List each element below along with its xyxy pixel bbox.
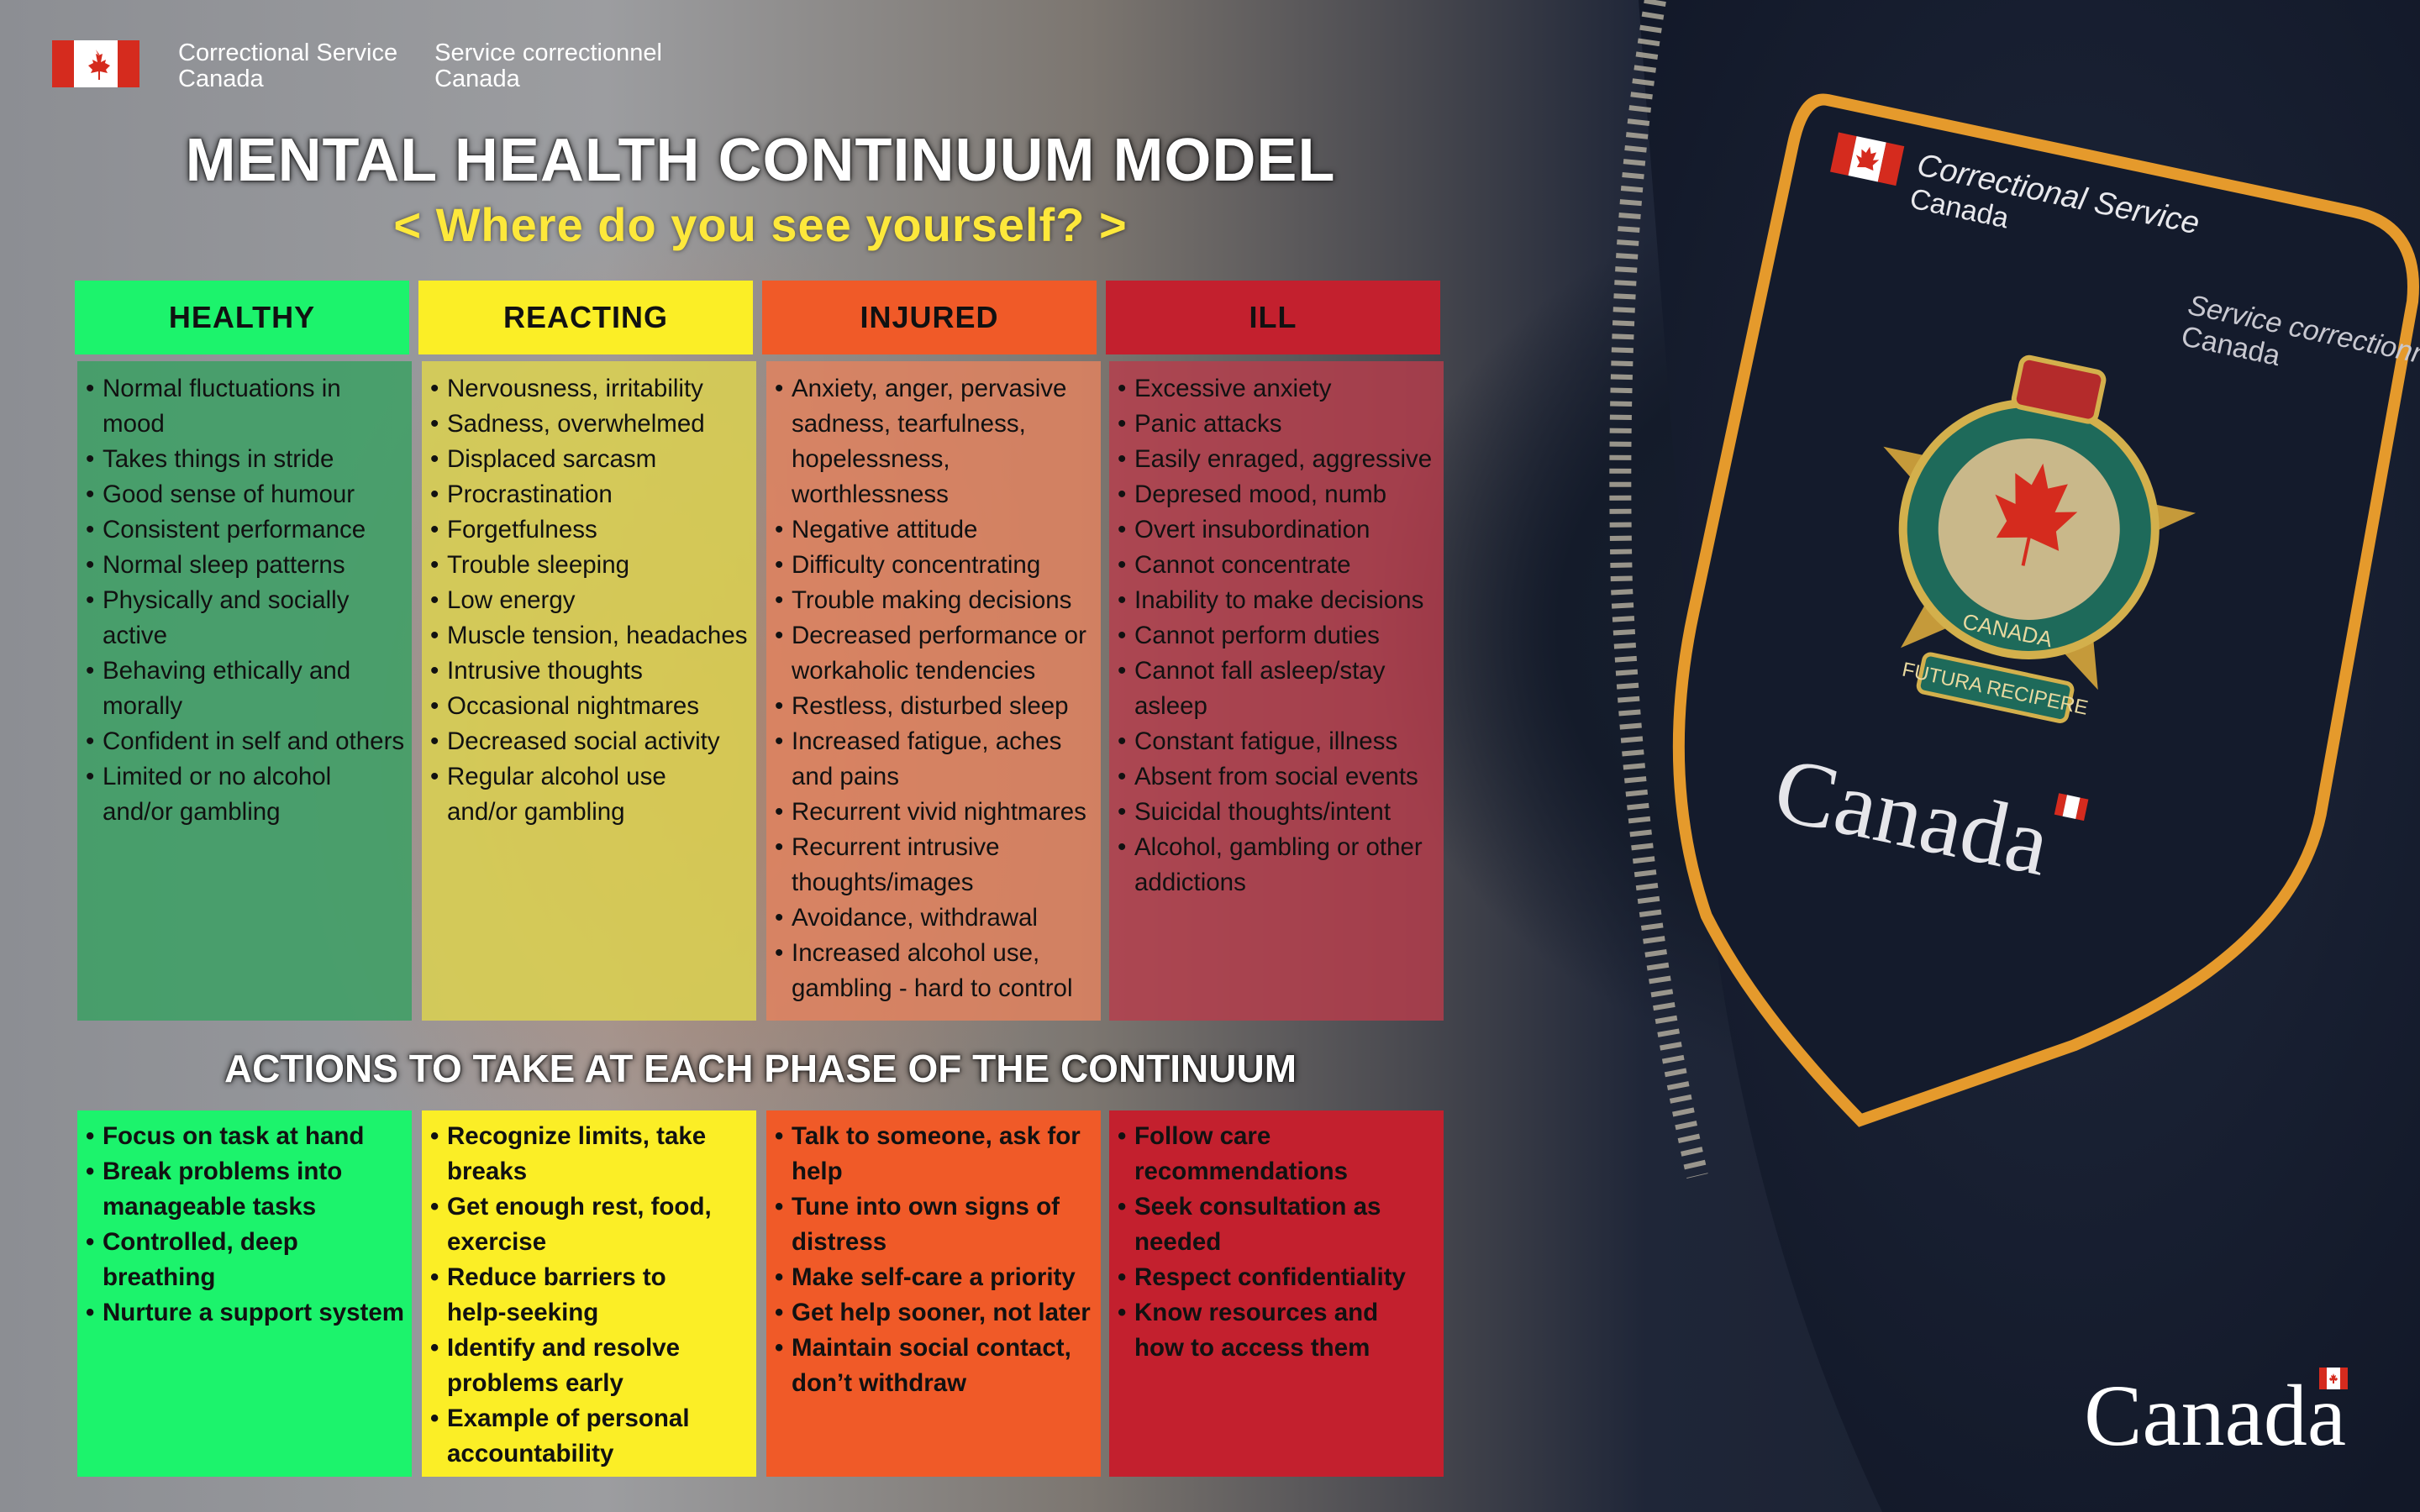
symptom-item: Overt insubordination [1113,512,1444,548]
action-item: Get enough rest, food, exercise [425,1189,756,1260]
symptom-item: Consistent performance [81,512,412,548]
page-subtitle: < Where do you see yourself? > [393,198,1128,251]
action-item: Controlled, deep breathing [81,1225,412,1295]
symptom-item: Suicidal thoughts/intent [1113,795,1444,830]
symptom-item: Recurrent intrusive thoughts/images [770,830,1101,900]
actions-panel-healthy: Focus on task at handBreak problems into… [77,1110,412,1477]
action-item: Get help sooner, not later [770,1295,1101,1331]
symptom-item: Procrastination [425,477,756,512]
symptom-item: Takes things in stride [81,442,412,477]
patch-wordmark-flag-icon [2054,793,2089,822]
crest-icon: FUTURA RECIPERE CANADA [1883,354,2196,723]
canada-flag-icon [52,40,139,87]
symptom-item: Displaced sarcasm [425,442,756,477]
symptom-item: Confident in self and others [81,724,412,759]
action-item: Respect confidentiality [1113,1260,1444,1295]
action-item: Talk to someone, ask for help [770,1119,1101,1189]
symptom-item: Physically and socially active [81,583,412,654]
symptom-item: Forgetfulness [425,512,756,548]
actions-list-healthy: Focus on task at handBreak problems into… [81,1119,412,1331]
symptom-item: Cannot perform duties [1113,618,1444,654]
symptoms-panel-ill: Excessive anxietyPanic attacksEasily enr… [1109,361,1444,1021]
actions-panel-reacting: Recognize limits, take breaksGet enough … [422,1110,756,1477]
symptom-item: Depresed mood, numb [1113,477,1444,512]
symptoms-panel-healthy: Normal fluctuations in moodTakes things … [77,361,412,1021]
symptoms-list-healthy: Normal fluctuations in moodTakes things … [81,371,412,830]
department-name-en: Correctional Service Canada [178,39,398,92]
action-item: Follow care recommendations [1113,1119,1444,1189]
symptom-item: Nervousness, irritability [425,371,756,407]
symptom-item: Panic attacks [1113,407,1444,442]
actions-list-injured: Talk to someone, ask for helpTune into o… [770,1119,1101,1401]
actions-list-reacting: Recognize limits, take breaksGet enough … [425,1119,756,1472]
symptom-item: Decreased performance or workaholic tend… [770,618,1101,689]
symptom-item: Normal sleep patterns [81,548,412,583]
action-item: Focus on task at hand [81,1119,412,1154]
symptoms-list-reacting: Nervousness, irritabilitySadness, overwh… [425,371,756,830]
column-header-injured: INJURED [762,281,1097,354]
symptom-item: Good sense of humour [81,477,412,512]
action-item: Make self-care a priority [770,1260,1101,1295]
canada-wordmark-text: Canada [2084,1368,2346,1464]
actions-panel-injured: Talk to someone, ask for helpTune into o… [766,1110,1101,1477]
symptom-item: Anxiety, anger, pervasive sadness, tearf… [770,371,1101,512]
column-header-reacting: REACTING [418,281,753,354]
symptom-item: Sadness, overwhelmed [425,407,756,442]
patch-flag-icon [1830,132,1905,186]
canada-wordmark: Canada [2084,1368,2348,1464]
csc-shoulder-patch: Correctional Service Canada Service corr… [1609,0,2420,1512]
actions-panel-ill: Follow care recommendationsSeek consulta… [1109,1110,1444,1477]
symptoms-panel-reacting: Nervousness, irritabilitySadness, overwh… [422,361,756,1021]
symptom-item: Constant fatigue, illness [1113,724,1444,759]
symptom-item: Restless, disturbed sleep [770,689,1101,724]
symptom-item: Increased alcohol use, gambling - hard t… [770,936,1101,1006]
action-item: Example of personal accountability [425,1401,756,1472]
symptom-item: Trouble sleeping [425,548,756,583]
symptoms-list-ill: Excessive anxietyPanic attacksEasily enr… [1113,371,1444,900]
actions-list-ill: Follow care recommendationsSeek consulta… [1113,1119,1444,1366]
action-item: Know resources and how to access them [1113,1295,1444,1366]
symptom-item: Difficulty concentrating [770,548,1101,583]
action-item: Break problems into manageable tasks [81,1154,412,1225]
symptom-item: Inability to make decisions [1113,583,1444,618]
action-item: Nurture a support system [81,1295,412,1331]
wordmark-flag-icon [2319,1368,2348,1389]
action-item: Tune into own signs of distress [770,1189,1101,1260]
symptom-item: Cannot concentrate [1113,548,1444,583]
symptoms-list-injured: Anxiety, anger, pervasive sadness, tearf… [770,371,1101,1006]
symptom-item: Low energy [425,583,756,618]
symptom-item: Intrusive thoughts [425,654,756,689]
symptom-item: Easily enraged, aggressive [1113,442,1444,477]
symptom-item: Normal fluctuations in mood [81,371,412,442]
symptom-item: Cannot fall asleep/stay asleep [1113,654,1444,724]
action-item: Seek consultation as needed [1113,1189,1444,1260]
action-item: Maintain social contact, don’t withdraw [770,1331,1101,1401]
symptom-item: Regular alcohol use and/or gambling [425,759,756,830]
symptom-item: Muscle tension, headaches [425,618,756,654]
action-item: Recognize limits, take breaks [425,1119,756,1189]
symptom-item: Behaving ethically and morally [81,654,412,724]
federal-identity-header: Correctional Service Canada Service corr… [52,40,662,92]
symptom-item: Excessive anxiety [1113,371,1444,407]
action-item: Reduce barriers to help-seeking [425,1260,756,1331]
symptom-item: Limited or no alcohol and/or gambling [81,759,412,830]
symptom-item: Trouble making decisions [770,583,1101,618]
department-name-fr: Service correctionnel Canada [434,39,662,92]
symptom-item: Alcohol, gambling or other addictions [1113,830,1444,900]
symptom-item: Recurrent vivid nightmares [770,795,1101,830]
column-header-ill: ILL [1106,281,1440,354]
symptoms-panel-injured: Anxiety, anger, pervasive sadness, tearf… [766,361,1101,1021]
actions-heading: ACTIONS TO TAKE AT EACH PHASE OF THE CON… [224,1047,1297,1090]
symptom-item: Negative attitude [770,512,1101,548]
symptom-item: Avoidance, withdrawal [770,900,1101,936]
symptom-item: Decreased social activity [425,724,756,759]
action-item: Identify and resolve problems early [425,1331,756,1401]
symptom-item: Increased fatigue, aches and pains [770,724,1101,795]
symptom-item: Occasional nightmares [425,689,756,724]
column-header-healthy: HEALTHY [75,281,409,354]
page-title: MENTAL HEALTH CONTINUUM MODEL [185,127,1336,194]
symptom-item: Absent from social events [1113,759,1444,795]
